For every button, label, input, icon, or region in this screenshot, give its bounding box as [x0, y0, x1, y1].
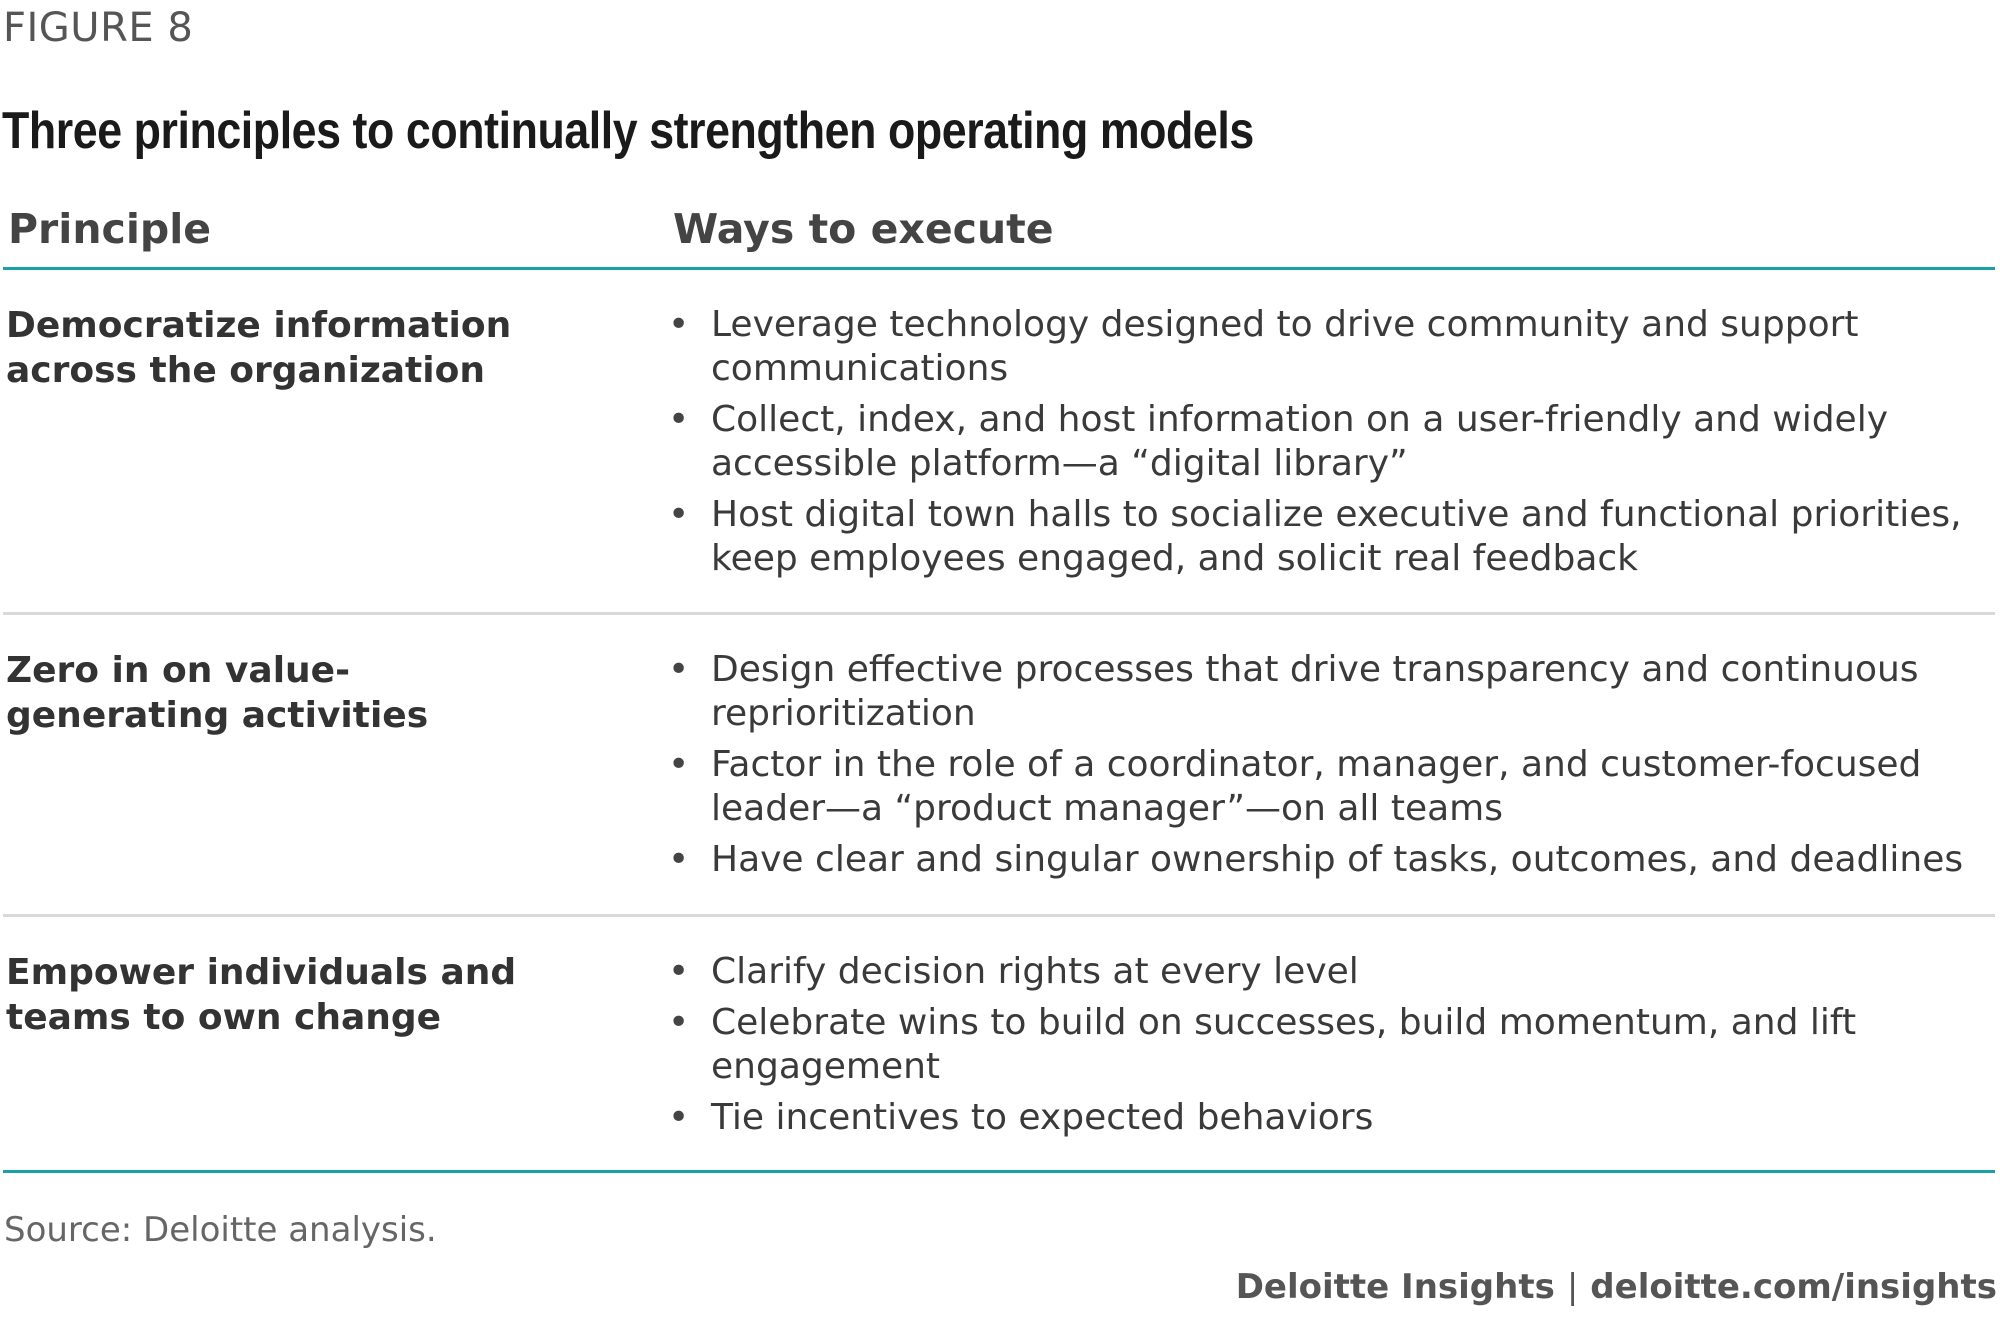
list-item: • Design effective processes that drive t… [668, 648, 1968, 736]
list-item: • Host digital town halls to socialize ex… [668, 493, 1968, 581]
way-text: Clarify decision rights at every level [711, 951, 1359, 992]
way-text: Leverage technology designed to drive co… [711, 304, 1859, 389]
header-divider [3, 267, 1995, 270]
way-text: Design effective processes that drive tr… [711, 649, 1919, 734]
figure-title: Three principles to continually strength… [2, 102, 1254, 160]
bullet-icon: • [668, 494, 690, 535]
bullet-icon: • [668, 1097, 690, 1138]
publisher-credit: Deloitte Insights | deloitte.com/insights [1236, 1265, 1997, 1309]
table-header: Principle Ways to execute [0, 205, 1997, 267]
figure-label: FIGURE 8 [3, 5, 194, 51]
source-note: Source: Deloitte analysis. [4, 1210, 437, 1250]
ways-list: • Leverage technology designed to drive c… [668, 303, 1968, 588]
way-text: Celebrate wins to build on successes, bu… [711, 1002, 1857, 1087]
row-divider [3, 914, 1995, 917]
brand-url: deloitte.com/insights [1590, 1267, 1997, 1307]
ways-list: • Clarify decision rights at every level … [668, 950, 1968, 1147]
list-item: • Tie incentives to expected behaviors [668, 1096, 1968, 1140]
bullet-icon: • [668, 304, 690, 345]
row-divider [3, 612, 1995, 615]
list-item: • Collect, index, and host information on… [668, 398, 1968, 486]
column-header-ways-to-execute: Ways to execute [673, 205, 1054, 253]
column-header-principle: Principle [8, 205, 212, 253]
brand-name: Deloitte Insights [1235, 1267, 1555, 1307]
principle-label: Zero in on value-generating activities [6, 650, 429, 736]
list-item: • Leverage technology designed to drive c… [668, 303, 1968, 391]
way-text: Factor in the role of a coordinator, man… [711, 744, 1922, 829]
list-item: • Have clear and singular ownership of ta… [668, 838, 1968, 882]
way-text: Tie incentives to expected behaviors [711, 1097, 1374, 1138]
way-text: Collect, index, and host information on … [711, 399, 1888, 484]
list-item: • Factor in the role of a coordinator, ma… [668, 743, 1968, 831]
list-item: • Celebrate wins to build on successes, b… [668, 1001, 1968, 1089]
bullet-icon: • [668, 399, 690, 440]
way-text: Have clear and singular ownership of tas… [711, 839, 1964, 880]
bullet-icon: • [668, 649, 690, 690]
principle-label: Democratize information across the organ… [6, 305, 512, 391]
bullet-icon: • [668, 839, 690, 880]
bullet-icon: • [668, 744, 690, 785]
bullet-icon: • [668, 1002, 690, 1043]
way-text: Host digital town halls to socialize exe… [711, 494, 1962, 579]
ways-list: • Design effective processes that drive t… [668, 648, 1968, 889]
credit-separator: | [1566, 1267, 1579, 1307]
table-bottom-rule [3, 1170, 1995, 1173]
bullet-icon: • [668, 951, 690, 992]
principle-label: Empower individuals and teams to own cha… [6, 952, 517, 1038]
list-item: • Clarify decision rights at every level [668, 950, 1968, 994]
